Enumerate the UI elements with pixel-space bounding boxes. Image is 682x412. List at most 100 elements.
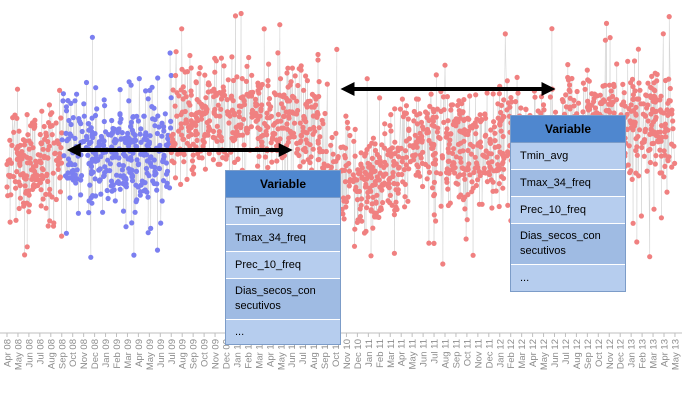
data-point <box>14 169 20 175</box>
data-point <box>392 139 398 145</box>
connector-line <box>673 146 675 164</box>
data-point <box>278 118 284 124</box>
data-point <box>458 159 464 165</box>
data-point <box>113 138 119 144</box>
data-point <box>74 91 80 97</box>
data-point <box>518 105 524 111</box>
data-point <box>461 138 467 144</box>
table-row: Dias_secos_con secutivos <box>226 279 340 320</box>
data-point <box>289 65 295 71</box>
x-tick-label: Dec 09 <box>222 339 233 369</box>
data-point <box>489 159 495 165</box>
data-point <box>466 161 472 167</box>
connector-line <box>249 92 252 151</box>
data-point <box>353 184 359 190</box>
data-point <box>483 115 489 121</box>
x-tick-label: Jun 08 <box>24 339 35 368</box>
data-point <box>202 72 208 78</box>
data-point <box>265 124 271 130</box>
data-point <box>411 118 417 124</box>
data-point <box>52 150 58 156</box>
x-tick-label: Oct 09 <box>200 339 211 367</box>
data-point <box>26 192 32 198</box>
data-point <box>156 166 163 172</box>
connector-line <box>159 145 162 224</box>
data-point <box>387 192 393 198</box>
data-point <box>303 148 309 155</box>
data-point <box>184 120 190 126</box>
data-point <box>157 142 163 148</box>
data-point <box>307 160 313 166</box>
arrows <box>66 82 556 157</box>
data-point <box>431 240 437 246</box>
data-point <box>633 112 639 118</box>
data-point <box>97 166 103 172</box>
data-point <box>320 148 326 155</box>
data-point <box>477 173 483 179</box>
data-point <box>580 109 586 115</box>
data-point <box>68 133 74 139</box>
data-point <box>540 102 547 108</box>
data-point <box>463 236 469 242</box>
data-point <box>633 104 639 110</box>
data-point <box>128 123 134 130</box>
data-point <box>235 156 241 162</box>
data-point <box>49 110 55 116</box>
data-point <box>14 86 21 92</box>
data-point <box>341 216 347 222</box>
data-point <box>117 186 123 192</box>
data-point <box>496 203 502 210</box>
data-point <box>667 85 673 92</box>
data-point <box>40 176 46 182</box>
data-point <box>602 98 608 104</box>
data-point <box>132 132 138 138</box>
data-point <box>229 54 235 60</box>
data-point <box>218 55 224 61</box>
data-point <box>479 201 485 207</box>
data-point <box>451 160 457 166</box>
data-point <box>98 154 104 160</box>
data-point <box>144 189 150 195</box>
data-point <box>230 77 237 84</box>
data-point <box>46 102 53 108</box>
data-point <box>134 197 140 203</box>
data-point <box>358 150 364 156</box>
data-point <box>292 73 298 79</box>
data-point <box>630 220 636 226</box>
data-point <box>114 172 120 178</box>
data-point <box>221 63 227 69</box>
data-point <box>440 261 446 267</box>
data-point <box>37 180 44 186</box>
data-point <box>647 254 653 260</box>
data-point <box>24 112 30 118</box>
data-point <box>390 170 396 176</box>
data-point <box>658 93 664 99</box>
data-point <box>419 133 425 140</box>
data-point <box>372 141 378 147</box>
data-point <box>14 115 20 121</box>
data-point <box>65 170 71 176</box>
data-point <box>358 202 364 208</box>
data-point <box>377 95 383 101</box>
data-point <box>447 200 453 206</box>
connector-line <box>481 155 484 205</box>
data-point <box>586 78 592 84</box>
data-point <box>246 54 252 61</box>
data-point <box>451 146 457 152</box>
data-point <box>261 26 267 32</box>
data-point <box>665 127 671 133</box>
data-point <box>102 103 108 109</box>
data-point <box>194 131 200 137</box>
data-point <box>636 173 642 179</box>
data-point <box>27 160 33 166</box>
data-point <box>498 128 504 134</box>
data-point <box>244 63 250 69</box>
data-point <box>120 208 127 214</box>
data-point <box>340 211 346 217</box>
data-point <box>86 210 92 216</box>
x-tick-label: Sep 09 <box>189 339 200 369</box>
data-point <box>653 153 659 159</box>
data-point <box>193 80 199 86</box>
data-point <box>143 88 149 94</box>
data-point <box>55 166 61 172</box>
